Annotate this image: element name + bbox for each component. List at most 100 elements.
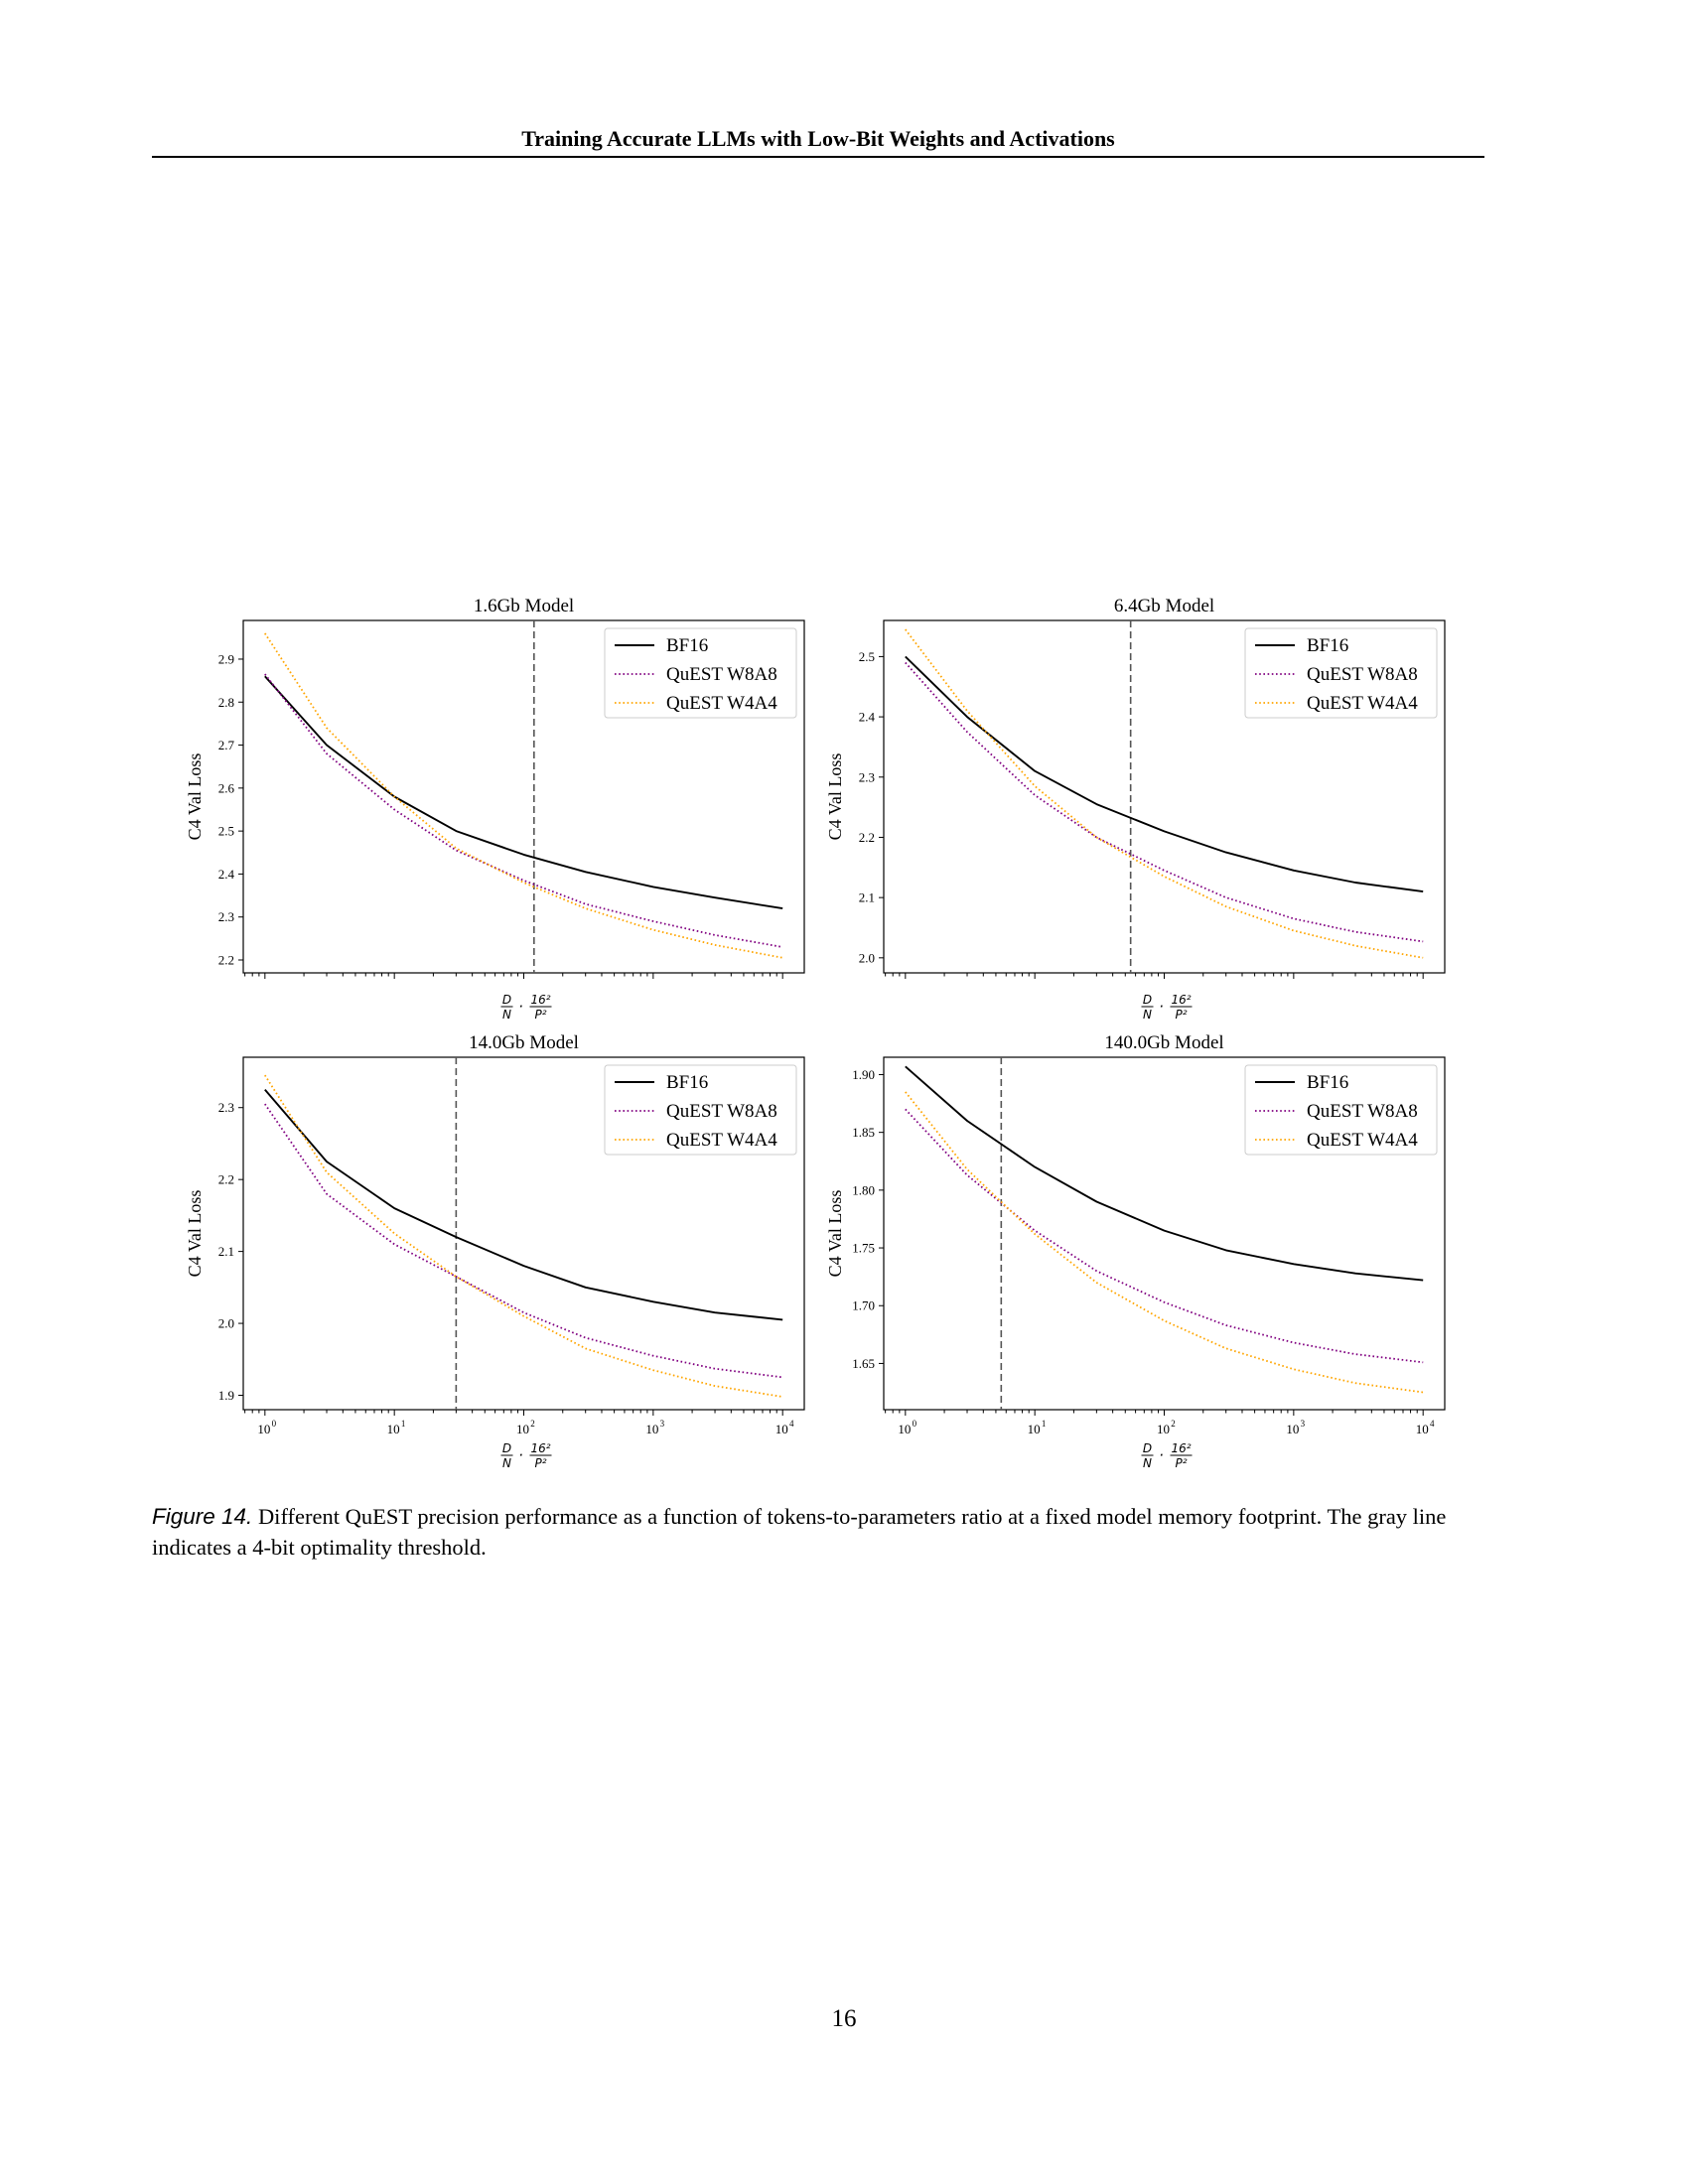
legend-label: QuEST W8A8 [666,1101,777,1122]
x-tick-label-base: 10 [645,1422,658,1436]
y-tick-label: 2.5 [859,649,875,664]
y-tick-label: 2.9 [218,651,234,666]
x-tick-label: 10 2 [1157,1419,1176,1436]
y-tick-label: 2.2 [859,830,875,845]
legend: BF16 QuEST W8A8 QuEST W4A4 [604,627,797,719]
caption-text: Different QuEST precision performance as… [152,1504,1447,1560]
legend-box [604,627,797,719]
legend: BF16 QuEST W8A8 QuEST W4A4 [1244,627,1438,719]
y-tick-label: 2.2 [218,953,234,968]
x-label-denominator-n: N [502,1456,511,1470]
y-tick-label: 1.75 [852,1241,875,1256]
x-label-numerator-16: 16² [530,1441,550,1455]
x-label-dot: · [1159,998,1164,1016]
x-tick-label: 10 0 [898,1419,916,1436]
legend-label: BF16 [1307,635,1348,656]
figure-caption: Figure 14. Different QuEST precision per… [152,1501,1487,1563]
x-label-denominator-n: N [1143,1008,1152,1022]
series-line-quest-w4a4 [264,1074,783,1398]
x-tick-label-base: 10 [1157,1422,1170,1436]
legend-label: QuEST W4A4 [666,693,777,714]
legend-label: BF16 [1307,1072,1348,1093]
x-label-numerator-16: 16² [1171,1441,1191,1455]
y-tick-label: 1.80 [852,1182,875,1197]
x-tick-label-exponent: 3 [1301,1419,1306,1429]
y-tick-label: 2.1 [859,890,875,905]
y-tick-label: 2.3 [218,909,234,924]
x-label-denominator-p: P² [1175,1008,1187,1022]
y-tick-label: 1.85 [852,1125,875,1140]
x-tick-label: 10 1 [387,1419,406,1436]
y-tick-label: 1.90 [852,1067,875,1082]
line-chart-svg: 6.4Gb Model 2.0 2.1 2.2 2.3 2.4 2.5 C4 Val Loss… [825,596,1446,1022]
y-tick-label: 1.9 [218,1388,234,1403]
y-tick-label: 2.5 [218,824,234,839]
x-tick-label-exponent: 0 [272,1419,277,1429]
page-number: 16 [831,2005,857,2032]
x-tick-label-base: 10 [898,1422,911,1436]
chart-title: 1.6Gb Model [474,596,574,616]
legend-label: QuEST W8A8 [1307,664,1418,685]
x-tick-label-exponent: 4 [789,1419,794,1429]
x-tick-label-base: 10 [1416,1422,1429,1436]
x-label-numerator-16: 16² [1171,993,1191,1007]
line-chart-svg: 1.6Gb Model 2.2 2.3 2.4 2.5 2.6 2.7 2.8 2.9 C4 Va… [185,596,805,1022]
x-label-dot: · [518,998,523,1016]
legend-label: QuEST W4A4 [1307,1130,1418,1151]
legend: BF16 QuEST W8A8 QuEST W4A4 [604,1064,797,1156]
x-tick-label-exponent: 2 [1171,1419,1176,1429]
x-tick-label: 10 0 [257,1419,276,1436]
y-tick-label: 2.8 [218,695,234,710]
y-tick-label: 2.3 [218,1100,234,1115]
chart-panel-3: 14.0Gb Model 1.9 2.0 2.1 2.2 2.3 10 0 10 1 10 2 10 3 1… [179,1027,814,1470]
x-tick-label-exponent: 1 [1042,1419,1047,1429]
x-label-denominator-p: P² [1175,1456,1187,1470]
legend-label: BF16 [666,635,708,656]
y-tick-label: 2.4 [218,867,235,882]
legend-label: QuEST W4A4 [666,1130,777,1151]
series-line-quest-w8a8 [264,1103,783,1379]
series-line-quest-w8a8 [264,673,783,948]
x-tick-label-exponent: 2 [530,1419,535,1429]
y-axis-label: C4 Val Loss [185,753,205,841]
y-tick-label: 2.2 [218,1172,234,1187]
y-axis-label: C4 Val Loss [825,1190,845,1278]
legend-box [1244,1064,1438,1156]
x-tick-label-exponent: 3 [660,1419,665,1429]
x-tick-label-base: 10 [1028,1422,1041,1436]
y-tick-label: 2.0 [218,1316,234,1331]
legend-label: QuEST W4A4 [1307,693,1418,714]
series-line-bf16 [905,655,1424,893]
figure-14: 1.6Gb Model 2.2 2.3 2.4 2.5 2.6 2.7 2.8 2.9 C4 Va… [179,591,1460,1484]
chart-panel-1: 1.6Gb Model 2.2 2.3 2.4 2.5 2.6 2.7 2.8 2.9 C4 Va… [179,591,814,1032]
y-tick-label: 2.1 [218,1244,234,1259]
x-tick-label-exponent: 4 [1430,1419,1435,1429]
x-tick-label: 10 3 [645,1419,664,1436]
x-label-numerator-16: 16² [530,993,550,1007]
x-tick-label: 10 4 [1416,1419,1435,1436]
x-tick-label: 10 2 [516,1419,535,1436]
x-tick-label: 10 3 [1286,1419,1305,1436]
x-label-numerator-d: D [502,993,511,1007]
x-label-denominator-n: N [1143,1456,1152,1470]
legend-label: QuEST W8A8 [1307,1101,1418,1122]
x-tick-label-exponent: 0 [913,1419,917,1429]
y-tick-label: 1.65 [852,1356,875,1371]
x-tick-label-exponent: 1 [401,1419,406,1429]
x-label-numerator-d: D [1143,993,1152,1007]
y-tick-label: 2.3 [859,769,875,784]
x-tick-label-base: 10 [387,1422,400,1436]
x-label-dot: · [1159,1446,1164,1464]
y-axis-label: C4 Val Loss [185,1190,205,1278]
series-line-quest-w8a8 [905,1108,1424,1364]
x-label-denominator-n: N [502,1008,511,1022]
x-label-denominator-p: P² [534,1008,546,1022]
running-header: Training Accurate LLMs with Low-Bit Weig… [521,126,1115,151]
legend-box [1244,627,1438,719]
